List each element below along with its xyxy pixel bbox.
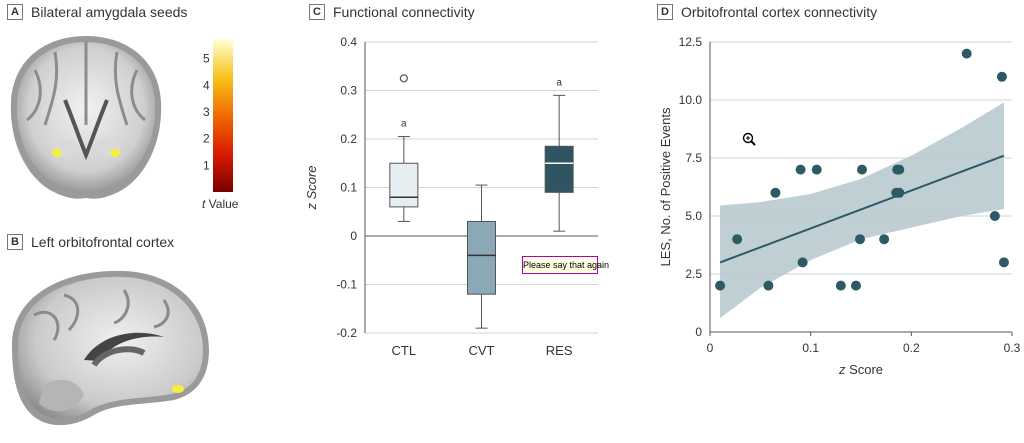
y-tick-label: -0.2 — [336, 326, 357, 340]
scatter-point — [996, 71, 1007, 82]
x-tick-label: 0.3 — [1004, 341, 1021, 355]
panel-b-header: B Left orbitofrontal cortex — [7, 234, 174, 250]
confidence-band — [720, 102, 1004, 319]
y-axis-label: z Score — [304, 165, 319, 210]
ofc-marker — [172, 385, 184, 393]
significance-annotation: a — [401, 119, 407, 130]
colorbar-tick-label: 2 — [203, 132, 210, 146]
colorbar-tick-label: 3 — [203, 105, 210, 119]
brain-sagittal-image — [12, 270, 209, 426]
panel-d-header: D Orbitofrontal cortex connectivity — [657, 4, 877, 20]
panel-d-label: D — [657, 4, 673, 20]
scatter-point — [732, 234, 743, 245]
x-axis-label: z Score — [838, 362, 883, 377]
zoom-cursor-icon[interactable] — [742, 132, 756, 146]
right-seed-marker — [109, 148, 121, 158]
x-tick-label: CTL — [392, 343, 417, 358]
y-tick-label: 0 — [695, 325, 702, 339]
y-tick-label: 7.5 — [685, 151, 702, 165]
scatter-point — [998, 257, 1009, 268]
y-tick-label: 5.0 — [685, 209, 702, 223]
panel-b-title: Left orbitofrontal cortex — [31, 234, 175, 250]
y-tick-label: -0.1 — [336, 278, 357, 292]
colorbar-label: t Value — [202, 197, 239, 211]
scatter-point — [879, 234, 890, 245]
colorbar-tick-label: 4 — [203, 78, 210, 92]
panel-a-label: A — [7, 4, 23, 20]
brain-coronal-image — [10, 36, 162, 199]
y-tick-label: 12.5 — [679, 35, 703, 49]
y-tick-label: 0.2 — [340, 132, 357, 146]
scatter-point — [715, 280, 726, 291]
scatter-point — [961, 48, 972, 59]
tooltip-message: Please say that again — [522, 256, 609, 274]
y-tick-label: 2.5 — [685, 267, 702, 281]
y-axis-label: LES, No. of Positive Events — [658, 107, 673, 266]
scatter-point — [770, 187, 781, 198]
colorbar-tick-label: 1 — [203, 158, 210, 172]
y-tick-label: 10.0 — [679, 93, 703, 107]
panel-b-label: B — [7, 234, 23, 250]
scatter-point — [989, 211, 1000, 221]
box-cvt — [467, 220, 496, 295]
x-tick-label: 0.2 — [903, 341, 920, 355]
y-tick-label: 0.3 — [340, 84, 357, 98]
x-tick-label: RES — [546, 343, 573, 358]
panel-d-title: Orbitofrontal cortex connectivity — [681, 4, 878, 20]
y-tick-label: 0.4 — [340, 35, 357, 49]
panel-c-label: C — [309, 4, 325, 20]
y-tick-label: 0 — [350, 229, 357, 243]
scatter-point — [797, 257, 808, 268]
colorbar-tick-label: 5 — [203, 52, 210, 66]
scatter-chart: 0 2.5 5.0 7.5 10.0 12.5 0 0.1 0.2 0.3 z Score LES, … — [658, 35, 1021, 377]
outlier-point — [399, 74, 408, 83]
box-res — [544, 145, 574, 193]
scatter-point — [811, 164, 822, 175]
scatter-point — [894, 187, 905, 198]
scatter-point — [835, 280, 846, 291]
scatter-point — [854, 234, 865, 245]
panel-a-header: A Bilateral amygdala seeds — [7, 4, 187, 20]
x-tick-label: CVT — [469, 343, 495, 358]
panel-c-title: Functional connectivity — [333, 4, 475, 20]
scatter-point — [857, 164, 868, 175]
regression-line — [719, 154, 1005, 264]
significance-annotation: a — [556, 77, 562, 88]
panel-c-header: C Functional connectivity — [309, 4, 475, 20]
left-seed-marker — [51, 148, 63, 158]
box-ctl — [389, 162, 419, 208]
boxplot-chart: -0.2 -0.1 0 0.1 0.2 0.3 0.4 z Score a CTL CVT a RES — [304, 35, 598, 358]
y-tick-label: 0.1 — [340, 181, 357, 195]
panel-a-title: Bilateral amygdala seeds — [31, 4, 188, 20]
scatter-point — [894, 164, 905, 175]
x-tick-label: 0.1 — [802, 341, 819, 355]
colorbar: 1 2 3 4 5 t Value — [202, 40, 239, 211]
scatter-point — [763, 280, 774, 291]
scatter-point — [795, 164, 806, 175]
x-tick-label: 0 — [707, 341, 714, 355]
scatter-point — [850, 280, 861, 291]
